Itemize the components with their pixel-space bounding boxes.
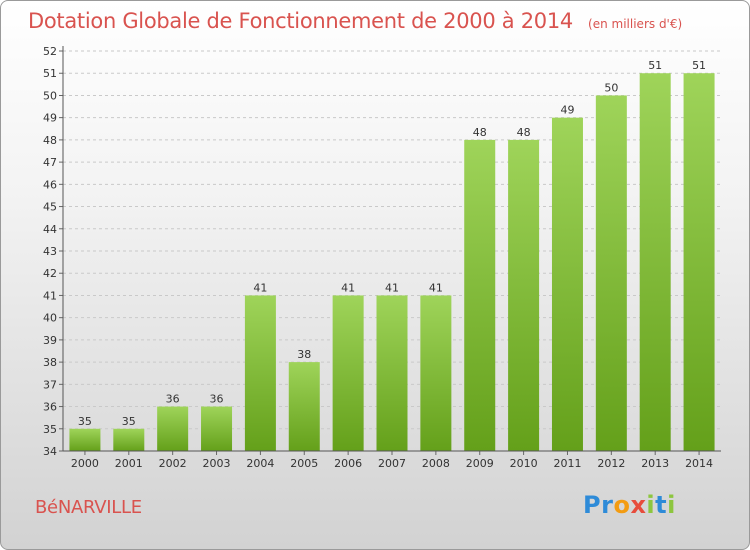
x-tick-label: 2006 <box>334 457 362 470</box>
y-tick-label: 49 <box>43 112 57 125</box>
y-tick-label: 43 <box>43 245 57 258</box>
y-tick-label: 39 <box>43 334 57 347</box>
x-tick-label: 2014 <box>685 457 713 470</box>
x-tick-label: 2007 <box>378 457 406 470</box>
bar-value-label: 41 <box>341 281 355 294</box>
bar <box>69 428 101 451</box>
bar <box>376 295 408 451</box>
bar-value-label: 36 <box>166 393 180 406</box>
bar <box>113 428 145 451</box>
bar <box>683 73 715 451</box>
logo-letter: t <box>655 491 668 519</box>
bar-value-label: 35 <box>122 415 136 428</box>
bar-value-label: 41 <box>385 281 399 294</box>
y-tick-label: 52 <box>43 45 57 58</box>
bar-value-label: 36 <box>210 393 224 406</box>
x-tick-label: 2010 <box>510 457 538 470</box>
bar <box>508 139 540 451</box>
bar-value-label: 48 <box>473 126 487 139</box>
bar-value-label: 38 <box>297 348 311 361</box>
logo-letter: i <box>646 491 656 519</box>
x-tick-label: 2013 <box>641 457 669 470</box>
x-tick-label: 2005 <box>290 457 318 470</box>
y-tick-label: 48 <box>43 134 57 147</box>
y-tick-label: 42 <box>43 267 57 280</box>
bar <box>332 295 364 451</box>
bar-value-label: 51 <box>692 59 706 72</box>
bars: 35 35 36 36 41 38 41 41 41 48 48 49 50 51 51 <box>69 59 715 452</box>
y-tick-label: 40 <box>43 312 57 325</box>
commune-name: BéNARVILLE <box>35 497 142 518</box>
bar <box>464 139 496 451</box>
logo-letter: o <box>613 491 631 519</box>
x-tick-label: 2004 <box>246 457 274 470</box>
bar <box>420 295 452 451</box>
bar <box>639 73 671 451</box>
bar-value-label: 49 <box>560 104 574 117</box>
bar-value-label: 51 <box>648 59 662 72</box>
logo-letter: P <box>583 491 602 519</box>
y-tick-label: 46 <box>43 178 57 191</box>
x-tick-label: 2011 <box>553 457 581 470</box>
y-tick-label: 34 <box>43 445 57 458</box>
y-tick-label: 36 <box>43 401 57 414</box>
bar <box>551 117 583 452</box>
chart-title: Dotation Globale de Fonctionnement de 20… <box>28 9 573 33</box>
bar-value-label: 48 <box>517 126 531 139</box>
y-tick-label: 47 <box>43 156 57 169</box>
x-tick-label: 2012 <box>597 457 625 470</box>
y-tick-label: 45 <box>43 201 57 214</box>
bar <box>157 406 189 451</box>
logo-letter: x <box>630 491 647 519</box>
title-row: Dotation Globale de Fonctionnement de 20… <box>28 9 682 33</box>
bar-value-label: 35 <box>78 415 92 428</box>
y-tick-label: 38 <box>43 356 57 369</box>
logo-letter: i <box>667 491 676 519</box>
axes: 34 35 36 37 38 39 40 41 42 43 44 45 46 47 48 49 50 51 52 20… <box>43 45 721 470</box>
x-tick-label: 2008 <box>422 457 450 470</box>
bar <box>201 406 233 451</box>
bar-value-label: 50 <box>604 81 618 94</box>
bar-value-label: 41 <box>253 281 267 294</box>
x-tick-label: 2000 <box>71 457 99 470</box>
bar <box>288 362 320 451</box>
y-tick-label: 50 <box>43 89 57 102</box>
bar-value-label: 41 <box>429 281 443 294</box>
y-tick-label: 35 <box>43 423 57 436</box>
x-tick-label: 2009 <box>466 457 494 470</box>
proxiti-logo: Proxiti <box>583 491 676 519</box>
y-tick-label: 51 <box>43 67 57 80</box>
x-tick-label: 2003 <box>203 457 231 470</box>
bar <box>244 295 276 451</box>
y-tick-label: 37 <box>43 378 57 391</box>
y-tick-label: 41 <box>43 289 57 302</box>
logo-letter: r <box>601 491 614 519</box>
x-tick-label: 2001 <box>115 457 143 470</box>
bar <box>595 95 627 451</box>
y-tick-label: 44 <box>43 223 57 236</box>
x-tick-label: 2002 <box>159 457 187 470</box>
chart-unit: (en milliers d'€) <box>588 17 683 31</box>
